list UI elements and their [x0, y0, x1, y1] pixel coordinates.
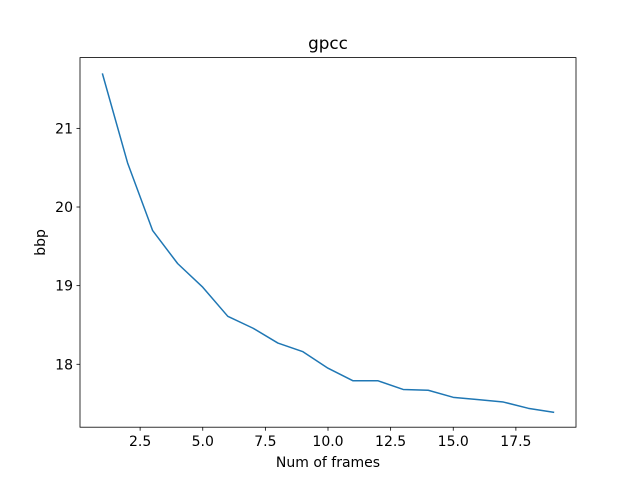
data-point [177, 263, 179, 265]
data-point [302, 351, 304, 353]
x-tick-label: 7.5 [254, 434, 276, 450]
x-tick-label: 12.5 [375, 434, 406, 450]
y-axis-ticks: 18 19 20 21 [55, 121, 80, 373]
data-point [427, 389, 429, 391]
x-tick-label: 17.5 [500, 434, 531, 450]
series-line [101, 73, 555, 414]
x-tick-label: 5.0 [192, 434, 214, 450]
data-point [127, 162, 129, 164]
plot-frame [79, 57, 577, 428]
y-tick-label: 21 [55, 121, 73, 137]
data-point [502, 401, 504, 403]
data-point [528, 407, 530, 409]
data-point [452, 396, 454, 398]
data-point [553, 411, 555, 413]
y-tick-label: 19 [55, 279, 73, 295]
data-point [377, 380, 379, 382]
y-tick-label: 20 [55, 200, 73, 216]
x-tick-label: 2.5 [129, 434, 151, 450]
y-axis-label: bbp [33, 229, 49, 256]
data-point [202, 286, 204, 288]
data-point [402, 389, 404, 391]
x-axis-label: Num of frames [276, 455, 380, 471]
series-layer [101, 73, 555, 414]
data-point [327, 367, 329, 369]
x-axis-ticks: 2.5 5.0 7.5 10.0 12.5 15.0 17.5 [129, 427, 531, 450]
chart-title: gpcc [308, 33, 348, 53]
data-point [477, 399, 479, 401]
data-point [152, 230, 154, 232]
data-point [102, 73, 104, 75]
x-tick-label: 15.0 [438, 434, 469, 450]
data-point [227, 315, 229, 317]
x-tick-label: 10.0 [312, 434, 343, 450]
data-point [277, 342, 279, 344]
plot-area [80, 57, 576, 428]
data-point [252, 327, 254, 329]
y-tick-label: 18 [55, 357, 73, 373]
data-point [352, 380, 354, 382]
